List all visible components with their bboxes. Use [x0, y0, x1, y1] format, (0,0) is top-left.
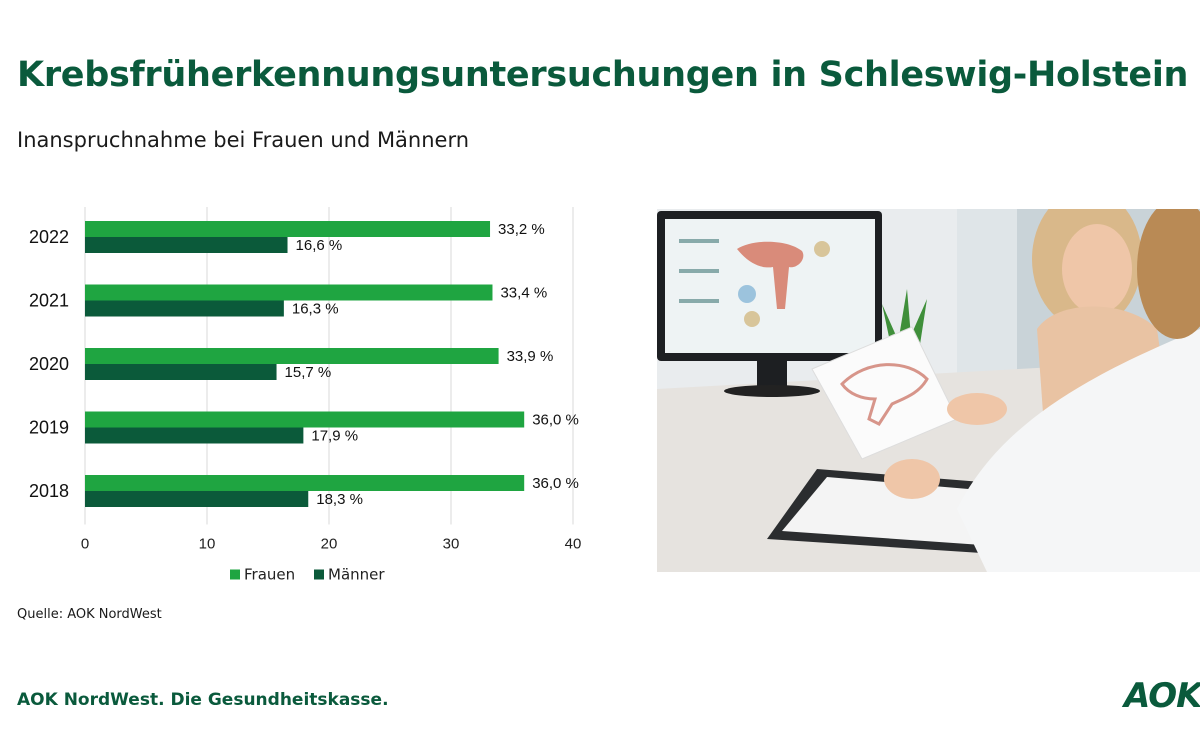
page-subtitle: Inanspruchnahme bei Frauen und Männern: [17, 128, 470, 152]
legend-label: Männer: [328, 566, 385, 584]
data-label: 18,3 %: [316, 491, 363, 508]
x-tick-label: 0: [81, 536, 89, 553]
y-category-label: 2019: [29, 418, 69, 438]
y-category-label: 2020: [29, 354, 69, 374]
bar-frauen: [85, 284, 493, 301]
aok-logo: AOK: [1124, 676, 1200, 716]
y-category-label: 2021: [29, 291, 69, 311]
bar-frauen: [85, 475, 525, 491]
bar-männer: [85, 427, 304, 444]
medical-consultation-photo: [657, 209, 1200, 572]
x-tick-label: 40: [565, 536, 582, 553]
data-label: 36,0 %: [532, 412, 579, 429]
y-category-label: 2018: [29, 481, 69, 501]
x-tick-label: 30: [443, 536, 460, 553]
photo-illustration: [657, 209, 1200, 572]
bar-männer: [85, 300, 284, 317]
bar-frauen: [85, 221, 491, 237]
page-title: Krebsfrüherkennungsuntersuchungen in Sch…: [17, 55, 1189, 95]
bar-männer: [85, 364, 277, 380]
data-label: 16,6 %: [296, 237, 343, 254]
data-label: 15,7 %: [285, 364, 332, 381]
data-label: 17,9 %: [311, 428, 358, 445]
data-label: 16,3 %: [292, 301, 339, 318]
data-label: 36,0 %: [532, 475, 579, 492]
data-label: 33,9 %: [507, 348, 554, 365]
source-note: Quelle: AOK NordWest: [17, 607, 162, 622]
footer-slogan: AOK NordWest. Die Gesundheitskasse.: [17, 690, 389, 710]
data-label: 33,2 %: [498, 221, 545, 238]
bar-frauen: [85, 348, 499, 364]
y-category-label: 2022: [29, 227, 69, 247]
x-tick-label: 20: [321, 536, 338, 553]
bar-frauen: [85, 411, 525, 428]
legend-label: Frauen: [244, 566, 295, 584]
x-tick-label: 10: [199, 536, 216, 553]
data-label: 33,4 %: [500, 285, 547, 302]
legend-swatch-männer: [314, 569, 324, 580]
bar-männer: [85, 237, 288, 253]
bar-chart: 0 10 20 30 40 2022 33,2 % 16,6 % 2021 33,4 % 16,3 …: [29, 207, 582, 584]
bar-männer: [85, 491, 309, 507]
legend-swatch-frauen: [230, 569, 240, 580]
